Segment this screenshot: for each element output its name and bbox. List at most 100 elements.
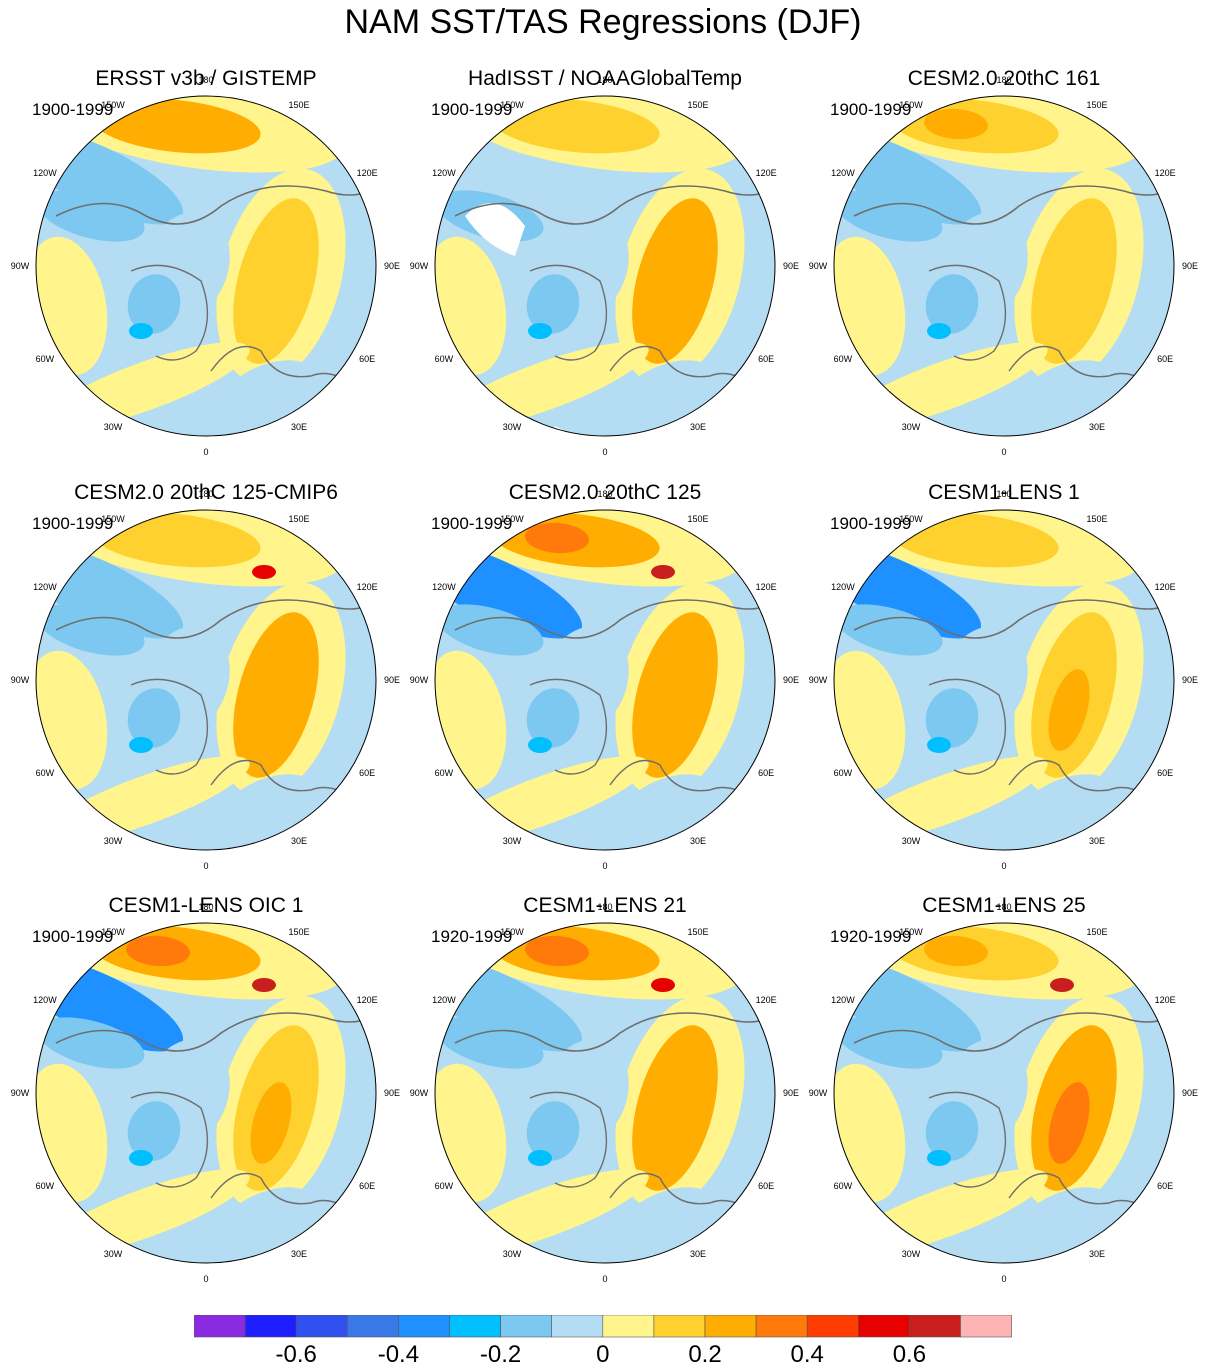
longitude-label: 120E — [1155, 995, 1176, 1005]
longitude-label: 60W — [435, 768, 454, 778]
longitude-label: 30E — [1089, 1249, 1105, 1259]
coastline — [928, 1091, 1007, 1188]
colorbar-swatch — [295, 1315, 348, 1338]
eurasia-warm-anomaly — [632, 1025, 718, 1191]
map-panel: 180 150E 120E 90E 60E 30E 0 30W 60W 90W 120W 150W Ha… — [410, 66, 835, 476]
map-border — [35, 509, 377, 851]
colorbar-tick-label: 0 — [596, 1341, 609, 1368]
map-border — [833, 95, 1175, 437]
longitude-label: 30W — [104, 422, 123, 432]
longitude-label: 90W — [410, 1088, 429, 1098]
longitude-label: 30W — [902, 422, 921, 432]
longitude-label: 90W — [11, 1088, 30, 1098]
longitude-label: 60E — [758, 768, 774, 778]
greenland-cold — [526, 274, 580, 334]
colorbar-swatch — [909, 1315, 961, 1338]
longitude-label: 0 — [203, 447, 208, 457]
longitude-label: 150E — [288, 100, 309, 110]
longitude-label: 90E — [384, 261, 400, 271]
colorbar-swatch — [960, 1315, 1012, 1338]
panel-period: 1900-1999 — [32, 514, 114, 533]
longitude-label: 150W — [101, 927, 125, 937]
longitude-label: 120E — [756, 995, 777, 1005]
greenland-cold — [127, 1101, 181, 1161]
longitude-label: 180 — [996, 75, 1011, 85]
colorbar-swatch — [602, 1315, 655, 1338]
panel-title: CESM2.0 20thC 125-CMIP6 — [74, 481, 338, 504]
longitude-label: 180 — [597, 75, 612, 85]
panel-title: CESM1-LENS 25 — [922, 894, 1086, 917]
longitude-label: 60E — [1157, 1181, 1173, 1191]
colorbar-swatch — [704, 1315, 757, 1338]
longitude-label: 150E — [1086, 514, 1107, 524]
longitude-label: 90W — [410, 675, 429, 685]
canada-cold — [37, 604, 145, 656]
longitude-label: 90E — [783, 1088, 799, 1098]
panel-title: HadISST / NOAAGlobalTemp — [468, 67, 742, 90]
longitude-label: 120W — [831, 995, 855, 1005]
longitude-label: 60E — [359, 768, 375, 778]
longitude-label: 0 — [602, 447, 607, 457]
longitude-label: 120E — [357, 168, 378, 178]
labrador-cold — [129, 1150, 153, 1166]
longitude-label: 60W — [36, 354, 55, 364]
map-border — [35, 95, 377, 437]
longitude-label: 150W — [899, 514, 923, 524]
longitude-label: 30E — [291, 422, 307, 432]
panel-period: 1920-1999 — [431, 927, 513, 946]
labrador-cold — [927, 323, 951, 339]
longitude-label: 30W — [503, 422, 522, 432]
map-panel: 180 150E 120E 90E 60E 30E 0 30W 60W 90W 120W 150W CE… — [410, 893, 835, 1303]
coastline — [529, 1091, 608, 1188]
labrador-cold — [129, 737, 153, 753]
map-panel: 180 150E 120E 90E 60E 30E 0 30W 60W 90W 120W 150W CE… — [11, 480, 436, 890]
panel-title: ERSST v3b / GISTEMP — [95, 67, 317, 90]
longitude-label: 180 — [996, 902, 1011, 912]
polar-map: 180 150E 120E 90E 60E 30E 0 30W 60W 90W 120W 150W — [809, 489, 1198, 871]
panel-period: 1900-1999 — [830, 100, 912, 119]
longitude-label: 0 — [203, 861, 208, 871]
polar-map: 180 150E 120E 90E 60E 30E 0 30W 60W 90W 120W 150W — [11, 75, 400, 457]
greenland-cold — [526, 688, 580, 748]
coastline — [454, 185, 775, 225]
coastline — [130, 1091, 209, 1188]
panel-period: 1900-1999 — [431, 100, 513, 119]
longitude-label: 150E — [1086, 100, 1107, 110]
labrador-cold — [528, 323, 552, 339]
pacific-warm-core — [126, 935, 190, 967]
pacific-warm-core — [525, 522, 589, 554]
longitude-label: 150E — [288, 514, 309, 524]
longitude-label: 30W — [503, 1249, 522, 1259]
coastline — [928, 678, 1007, 775]
figure-title: NAM SST/TAS Regressions (DJF) — [344, 3, 862, 41]
longitude-label: 180 — [597, 489, 612, 499]
longitude-label: 30E — [690, 422, 706, 432]
longitude-label: 120W — [831, 582, 855, 592]
pacific-warm-core — [924, 108, 988, 140]
longitude-label: 60W — [435, 1181, 454, 1191]
map-panel: 180 150E 120E 90E 60E 30E 0 30W 60W 90W 120W 150W CE… — [410, 480, 835, 890]
longitude-label: 120E — [756, 168, 777, 178]
coastline — [928, 264, 1007, 361]
longitude-label: 150W — [500, 100, 524, 110]
greenland-cold — [127, 688, 181, 748]
greenland-cold — [925, 1101, 979, 1161]
colorbar: -0.6 -0.4 -0.2 0 0.2 0.4 0.6 — [194, 1315, 1012, 1368]
longitude-label: 90E — [783, 261, 799, 271]
longitude-label: 90E — [783, 675, 799, 685]
labrador-cold — [927, 1150, 951, 1166]
longitude-label: 60W — [834, 1181, 853, 1191]
longitude-label: 60E — [1157, 354, 1173, 364]
coastline — [130, 678, 209, 775]
longitude-label: 150W — [101, 514, 125, 524]
longitude-label: 150W — [500, 514, 524, 524]
canada-cold — [436, 1017, 544, 1069]
longitude-label: 180 — [597, 902, 612, 912]
map-border — [35, 922, 377, 1264]
greenland-cold — [925, 274, 979, 334]
colorbar-swatch — [806, 1315, 859, 1338]
longitude-label: 120E — [357, 995, 378, 1005]
pacific-warm-core — [525, 935, 589, 967]
longitude-label: 0 — [203, 1274, 208, 1284]
labrador-cold — [528, 737, 552, 753]
